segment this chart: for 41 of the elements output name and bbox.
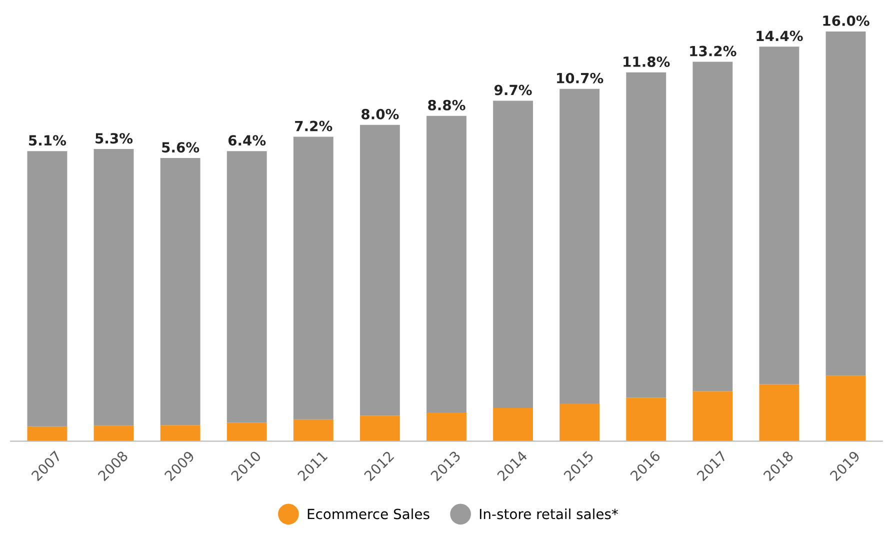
annotation: 11.8% <box>624 56 670 67</box>
bar <box>759 46 800 384</box>
bar <box>626 398 666 442</box>
bar <box>160 425 200 442</box>
annotation: 5.6% <box>162 142 200 153</box>
bar <box>493 100 533 408</box>
annotation: 8.0% <box>362 108 399 120</box>
annotation: 5.1% <box>29 135 66 146</box>
legend-label: In-store retail sales* <box>480 508 618 520</box>
annotation: 14.4% <box>756 30 803 42</box>
bar <box>426 116 466 412</box>
bar <box>626 72 666 398</box>
bar <box>27 426 68 442</box>
bar <box>293 136 334 420</box>
bar <box>560 403 600 442</box>
annotation: 6.4% <box>228 135 266 146</box>
annotation: 5.3% <box>96 133 133 144</box>
annotation: 13.2% <box>690 46 736 56</box>
bar <box>94 149 134 426</box>
annotation: 7.2% <box>295 120 332 132</box>
annotation: 10.7% <box>557 72 604 84</box>
bar <box>826 376 866 442</box>
bar <box>759 384 800 442</box>
bar <box>94 426 134 442</box>
annotation: 16.0% <box>823 15 870 26</box>
bar <box>426 412 466 442</box>
bar <box>226 151 267 423</box>
bar <box>160 158 200 426</box>
bar <box>27 151 68 426</box>
annotation: 9.7% <box>494 84 532 96</box>
bar <box>293 419 334 442</box>
bar <box>493 408 533 442</box>
bar <box>692 62 733 392</box>
bar <box>360 416 400 442</box>
bar <box>560 88 600 404</box>
bar <box>226 422 267 442</box>
legend-label: Ecommerce Sales <box>308 508 430 520</box>
bar <box>360 124 400 416</box>
annotation: 8.8% <box>428 100 466 110</box>
bar <box>692 391 733 442</box>
bar <box>826 31 866 376</box>
